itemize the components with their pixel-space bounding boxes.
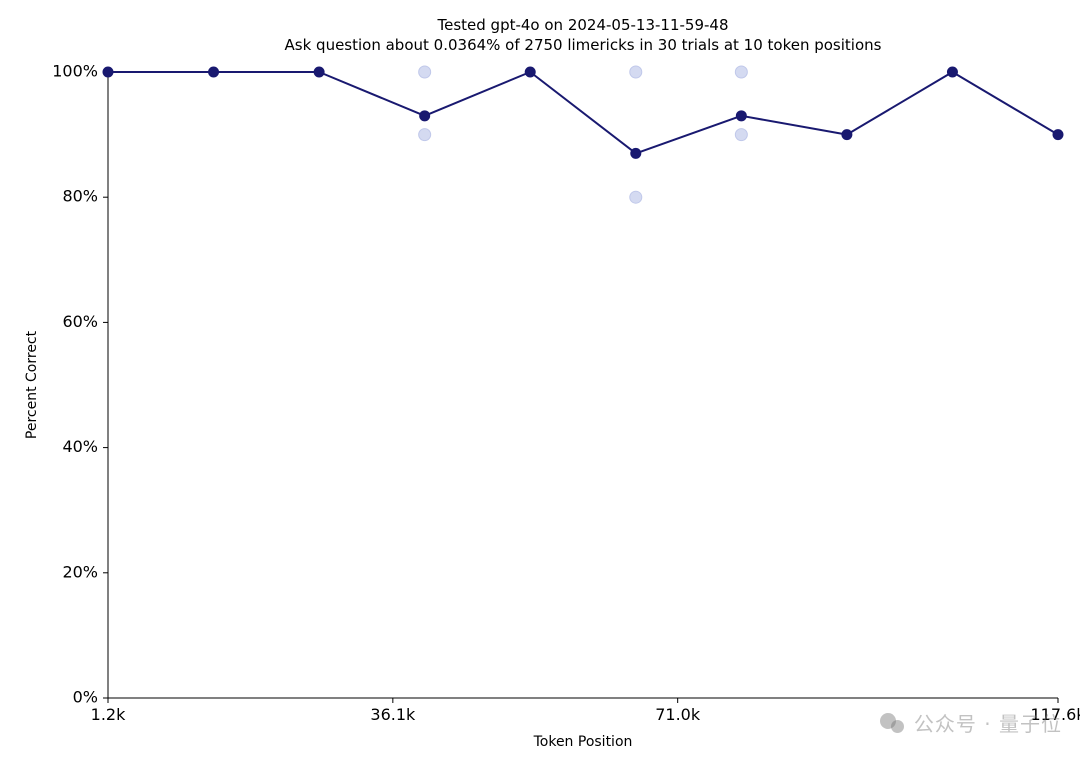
chart-svg: 0% 20% 40% 60% 80% 100% 1.2k 36.1k 71.0k 117.6k Te… (0, 0, 1080, 763)
line-marker (209, 67, 219, 77)
y-tick-label: 100% (52, 62, 98, 81)
line-marker (736, 111, 746, 121)
ghost-marker (630, 66, 642, 78)
plot-background (0, 0, 1080, 763)
ghost-marker (419, 66, 431, 78)
line-marker (525, 67, 535, 77)
y-tick-label: 60% (62, 312, 98, 331)
x-tick-label: 117.6k (1030, 705, 1080, 724)
chart-title-line1: Tested gpt-4o on 2024-05-13-11-59-48 (436, 16, 728, 34)
line-marker (842, 130, 852, 140)
x-tick-label: 71.0k (655, 705, 701, 724)
ghost-marker (735, 129, 747, 141)
line-marker (947, 67, 957, 77)
line-marker (103, 67, 113, 77)
line-marker (1053, 130, 1063, 140)
y-axis-label: Percent Correct (24, 330, 40, 439)
chart-container: 0% 20% 40% 60% 80% 100% 1.2k 36.1k 71.0k 117.6k Te… (0, 0, 1080, 763)
line-marker (314, 67, 324, 77)
y-tick-label: 0% (73, 688, 98, 707)
x-axis-label: Token Position (533, 734, 633, 750)
line-marker (631, 148, 641, 158)
ghost-marker (419, 129, 431, 141)
chart-title-line2: Ask question about 0.0364% of 2750 limer… (285, 36, 882, 54)
ghost-marker (630, 191, 642, 203)
x-tick-label: 36.1k (370, 705, 416, 724)
line-marker (420, 111, 430, 121)
y-tick-label: 20% (62, 562, 98, 581)
y-tick-label: 40% (62, 437, 98, 456)
x-tick-label: 1.2k (91, 705, 126, 724)
y-tick-label: 80% (62, 187, 98, 206)
ghost-marker (735, 66, 747, 78)
